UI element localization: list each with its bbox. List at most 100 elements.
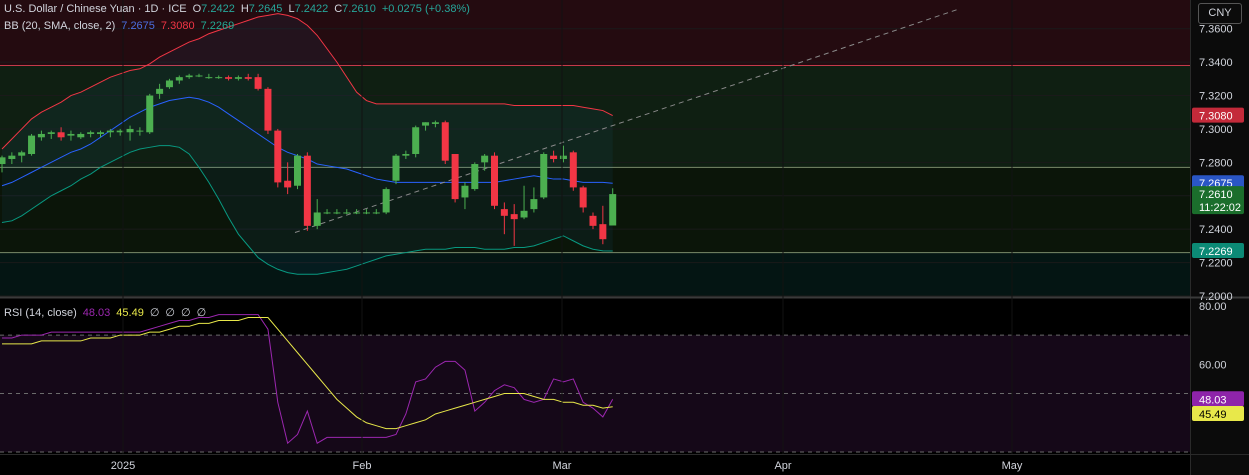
candle[interactable] <box>451 154 459 203</box>
candle[interactable] <box>106 128 114 138</box>
candle-body <box>264 88 272 131</box>
candle[interactable] <box>195 73 203 78</box>
candle[interactable] <box>303 152 311 231</box>
candle[interactable] <box>97 130 104 138</box>
candle[interactable] <box>599 205 607 245</box>
candle-body <box>37 133 45 138</box>
rsi-ma-value: 45.49 <box>116 307 144 319</box>
candle[interactable] <box>313 199 321 230</box>
candle[interactable] <box>471 162 479 191</box>
candle-body <box>294 155 301 186</box>
candle-body <box>530 199 538 210</box>
candle[interactable] <box>254 73 262 91</box>
candle[interactable] <box>18 150 26 163</box>
candle-body <box>569 152 577 188</box>
candle[interactable] <box>67 130 75 141</box>
candle[interactable] <box>126 125 134 141</box>
candle[interactable] <box>116 128 124 136</box>
candle[interactable] <box>382 187 390 215</box>
candle[interactable] <box>333 209 341 215</box>
candle[interactable] <box>569 150 577 191</box>
candle[interactable] <box>225 75 233 81</box>
candle[interactable] <box>0 155 6 173</box>
rsi-ma-line[interactable] <box>2 317 613 430</box>
candle[interactable] <box>175 75 183 84</box>
candle[interactable] <box>441 120 449 165</box>
candle[interactable] <box>37 130 45 141</box>
candle[interactable] <box>8 152 16 165</box>
candle[interactable] <box>146 93 154 134</box>
candle-body <box>362 212 370 214</box>
candle[interactable] <box>294 154 301 190</box>
candle[interactable] <box>402 150 410 160</box>
candle[interactable] <box>372 209 380 215</box>
rsi-line[interactable] <box>2 314 614 445</box>
candle-body <box>402 154 410 156</box>
symbol-title: U.S. Dollar / Chinese Yuan · 1D · ICE <box>4 3 187 15</box>
rsi-tick-label: 60.00 <box>1199 359 1227 371</box>
candle[interactable] <box>550 150 558 163</box>
candle[interactable] <box>165 78 173 89</box>
candle-body <box>67 133 75 136</box>
symbol-legend[interactable]: U.S. Dollar / Chinese Yuan · 1D · ICE O7… <box>4 2 470 16</box>
candle-body <box>412 127 420 154</box>
candle[interactable] <box>244 73 252 81</box>
candle[interactable] <box>559 145 567 163</box>
candle-body <box>481 155 489 163</box>
candle-body <box>323 212 331 214</box>
candle[interactable] <box>422 122 430 131</box>
candle-body <box>579 187 587 208</box>
candle[interactable] <box>461 182 469 210</box>
candle[interactable] <box>530 187 538 213</box>
candle[interactable] <box>431 120 439 128</box>
candle[interactable] <box>609 188 617 226</box>
candle[interactable] <box>47 130 55 139</box>
ohlc-low: L7.2422 <box>288 3 329 15</box>
bb-legend[interactable]: BB (20, SMA, close, 2) 7.2675 7.3080 7.2… <box>4 19 234 33</box>
candle[interactable] <box>579 185 587 213</box>
candle[interactable] <box>274 128 282 188</box>
bb-upper-line[interactable] <box>1 13 613 150</box>
candle[interactable] <box>510 204 518 246</box>
candle-body <box>126 128 134 133</box>
candle[interactable] <box>77 132 85 139</box>
candle[interactable] <box>412 125 420 158</box>
candle[interactable] <box>343 209 351 215</box>
candle-body <box>244 77 252 79</box>
candle[interactable] <box>28 133 36 156</box>
candle[interactable] <box>156 83 164 99</box>
candle-body <box>510 214 518 220</box>
candle-body <box>422 122 430 126</box>
candle[interactable] <box>284 162 292 195</box>
candle[interactable] <box>87 130 95 138</box>
candle[interactable] <box>491 152 498 210</box>
candle-body <box>165 80 173 88</box>
candle[interactable] <box>353 209 361 215</box>
candle[interactable] <box>520 185 528 220</box>
candle[interactable] <box>57 127 65 141</box>
bb-upper-value: 7.3080 <box>160 20 195 32</box>
candle[interactable] <box>185 73 193 79</box>
bb-basis-value: 7.2675 <box>121 20 155 32</box>
candle[interactable] <box>205 73 213 79</box>
candle[interactable] <box>500 202 508 235</box>
candle[interactable] <box>264 87 272 134</box>
candle[interactable] <box>392 154 400 185</box>
candle[interactable] <box>136 127 144 136</box>
candle[interactable] <box>234 75 242 81</box>
candle-body <box>284 180 292 188</box>
rsi-legend[interactable]: RSI (14, close) 48.03 45.49 ∅ ∅ ∅ ∅ <box>4 306 206 320</box>
bb-lower-line[interactable] <box>1 145 613 275</box>
candle[interactable] <box>215 75 223 79</box>
candle[interactable] <box>540 152 548 200</box>
rsi-label: RSI (14, close) <box>4 307 77 319</box>
bb-lower-value: 7.2269 <box>200 20 235 32</box>
candle[interactable] <box>481 154 489 171</box>
candle[interactable] <box>362 209 370 215</box>
currency-button[interactable]: CNY <box>1198 3 1242 24</box>
candle[interactable] <box>589 212 597 230</box>
price-change: +0.0275 (+0.38%) <box>381 3 470 15</box>
candle[interactable] <box>323 209 331 215</box>
